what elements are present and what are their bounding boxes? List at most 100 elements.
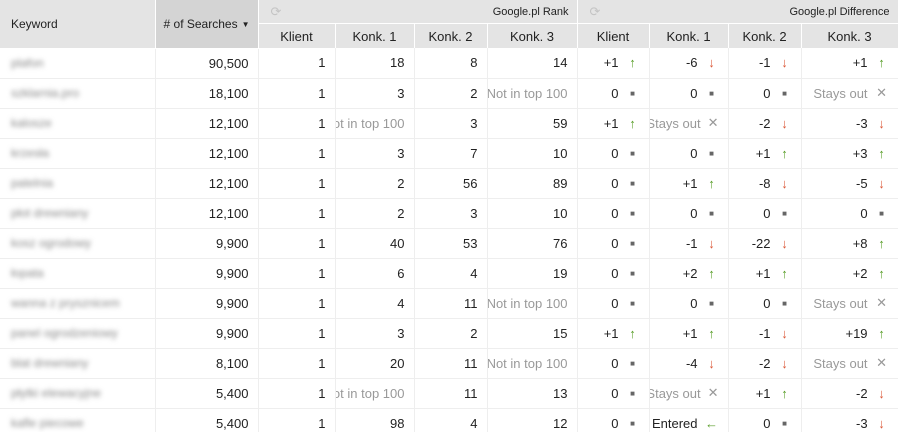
keyword-cell[interactable]: łopata bbox=[0, 258, 156, 289]
rank-value: 8 bbox=[470, 55, 478, 71]
diff-cell: +8 ↑ bbox=[801, 228, 898, 259]
table-row[interactable]: kafle piecowe 5,400 1 98 4 12 0 ■ Entered ← 0 ■ -3 ↓ bbox=[0, 408, 898, 432]
diff-value: -2 bbox=[758, 355, 771, 371]
rank-value: 14 bbox=[553, 55, 568, 71]
stays-out-icon: ✕ bbox=[876, 355, 887, 370]
table-row[interactable]: panel ogrodzeniowy 9,900 1 3 2 15 +1 ↑ +1 ↑ -1 ↓ +19… bbox=[0, 318, 898, 349]
diff-cell: -1 ↓ bbox=[728, 318, 802, 349]
table-row[interactable]: płot drewniany 12,100 1 2 3 10 0 ■ 0 ■ 0 ■ 0 ■ bbox=[0, 198, 898, 229]
rank-value: 56 bbox=[463, 175, 478, 191]
diff-value: 0 bbox=[611, 145, 619, 161]
table-row[interactable]: szklarnia.pro 18,100 1 3 2 Not in top 100 0 ■ 0 ■… bbox=[0, 78, 898, 109]
table-row[interactable]: plafon 90,500 1 18 8 14 +1 ↑ -6 ↓ -1 ↓ +1 ↑ bbox=[0, 48, 898, 79]
diff-value: 0 bbox=[611, 415, 619, 431]
arrow-up-icon: ↑ bbox=[878, 235, 885, 251]
diff-group-label: Google.pl Difference bbox=[789, 5, 890, 18]
arrow-up-icon: ↑ bbox=[708, 325, 715, 341]
arrow-up-icon: ↑ bbox=[781, 385, 788, 401]
keyword-cell[interactable]: kafle piecowe bbox=[0, 408, 156, 432]
rank-cell: Not in top 100 bbox=[335, 378, 415, 409]
rank-cell: 53 bbox=[414, 228, 488, 259]
table-row[interactable]: łopata 9,900 1 6 4 19 0 ■ +2 ↑ +1 ↑ +2 ↑ bbox=[0, 258, 898, 289]
diff-cell: 0 ■ bbox=[577, 138, 650, 169]
keyword-header[interactable]: Keyword bbox=[0, 0, 156, 49]
rank-col-header[interactable]: Klient bbox=[258, 23, 336, 48]
keyword-text: szklarnia.pro bbox=[11, 86, 80, 100]
keyword-cell[interactable]: kalosze bbox=[0, 108, 156, 139]
arrow-down-icon: ↓ bbox=[781, 325, 788, 341]
arrow-up-icon: ↑ bbox=[629, 55, 636, 71]
keyword-text: plafon bbox=[11, 56, 44, 70]
diff-col-header[interactable]: Konk. 2 bbox=[728, 23, 802, 48]
diff-cell: Stays out ✕ bbox=[801, 288, 898, 319]
diff-value: Stays out bbox=[813, 355, 868, 371]
diff-col-header[interactable]: Konk. 3 bbox=[801, 23, 898, 48]
rank-value: 4 bbox=[397, 295, 405, 311]
rank-cell: Not in top 100 bbox=[487, 78, 578, 109]
keyword-cell[interactable]: kosz ogrodowy bbox=[0, 228, 156, 259]
keyword-cell[interactable]: panel ogrodzeniowy bbox=[0, 318, 156, 349]
diff-cell: 0 ■ bbox=[649, 198, 729, 229]
arrow-down-icon: ↓ bbox=[708, 355, 715, 371]
rank-cell: 89 bbox=[487, 168, 578, 199]
diff-value: 0 bbox=[763, 295, 771, 311]
diff-value: -3 bbox=[855, 115, 868, 131]
diff-cell: +2 ↑ bbox=[801, 258, 898, 289]
keyword-cell[interactable]: krzesła bbox=[0, 138, 156, 169]
keyword-cell[interactable]: patelnia bbox=[0, 168, 156, 199]
table-row[interactable]: kosz ogrodowy 9,900 1 40 53 76 0 ■ -1 ↓ -22 ↓ +8 ↑ bbox=[0, 228, 898, 259]
rank-value: 89 bbox=[553, 175, 568, 191]
rank-value: 1 bbox=[318, 415, 326, 431]
rank-cell: 56 bbox=[414, 168, 488, 199]
diff-value: -1 bbox=[685, 235, 698, 251]
table-row[interactable]: płytki elewacyjne 5,400 1 Not in top 100 11 1… bbox=[0, 378, 898, 409]
diff-cell: Stays out ✕ bbox=[801, 348, 898, 379]
rank-col-header[interactable]: Konk. 3 bbox=[487, 23, 578, 48]
table-row[interactable]: patelnia 12,100 1 2 56 89 0 ■ +1 ↑ -8 ↓ -5 ↓ bbox=[0, 168, 898, 199]
diff-cell: 0 ■ bbox=[577, 348, 650, 379]
rank-value: 15 bbox=[553, 325, 568, 341]
refresh-icon[interactable]: ⟳ bbox=[270, 4, 282, 19]
searches-value: 9,900 bbox=[215, 325, 249, 341]
searches-value: 12,100 bbox=[208, 205, 249, 221]
diff-cell: -4 ↓ bbox=[649, 348, 729, 379]
diff-value: +1 bbox=[603, 55, 619, 71]
diff-cell: 0 ■ bbox=[728, 78, 802, 109]
keyword-text: panel ogrodzeniowy bbox=[11, 326, 118, 340]
rank-cell: 15 bbox=[487, 318, 578, 349]
rank-col-header[interactable]: Konk. 2 bbox=[414, 23, 488, 48]
diff-value: -2 bbox=[855, 385, 868, 401]
keyword-text: płytki elewacyjne bbox=[11, 386, 102, 400]
stays-out-icon: ✕ bbox=[707, 115, 719, 130]
rank-value: 6 bbox=[397, 265, 405, 281]
table-row[interactable]: wanna z prysznicem 9,900 1 4 11 Not in top 10… bbox=[0, 288, 898, 319]
searches-header[interactable]: # of Searches ▼ bbox=[155, 0, 259, 49]
refresh-icon[interactable]: ⟳ bbox=[589, 4, 601, 19]
rank-cell: 1 bbox=[258, 108, 336, 139]
diff-value: 0 bbox=[690, 85, 698, 101]
no-change-icon: ■ bbox=[709, 298, 714, 308]
rank-value: 18 bbox=[390, 55, 405, 71]
searches-value: 18,100 bbox=[208, 85, 249, 101]
diff-col-header[interactable]: Klient bbox=[577, 23, 650, 48]
keyword-cell[interactable]: płot drewniany bbox=[0, 198, 156, 229]
keyword-cell[interactable]: płytki elewacyjne bbox=[0, 378, 156, 409]
table-row[interactable]: krzesła 12,100 1 3 7 10 0 ■ 0 ■ +1 ↑ +3 ↑ bbox=[0, 138, 898, 169]
rank-value: 2 bbox=[397, 205, 405, 221]
rank-col-header[interactable]: Konk. 1 bbox=[335, 23, 415, 48]
rank-value: 1 bbox=[318, 115, 326, 131]
keyword-cell[interactable]: wanna z prysznicem bbox=[0, 288, 156, 319]
rank-value: 10 bbox=[553, 145, 568, 161]
table-row[interactable]: kalosze 12,100 1 Not in top 100 3 59 +1 ↑ Stays … bbox=[0, 108, 898, 139]
diff-col-header[interactable]: Konk. 1 bbox=[649, 23, 729, 48]
diff-cell: Stays out ✕ bbox=[649, 108, 729, 139]
searches-cell: 9,900 bbox=[155, 318, 259, 349]
keyword-cell[interactable]: blat drewniany bbox=[0, 348, 156, 379]
keyword-cell[interactable]: plafon bbox=[0, 48, 156, 79]
arrow-up-icon: ↑ bbox=[878, 55, 885, 71]
table-row[interactable]: blat drewniany 8,100 1 20 11 Not in top 100 0 ■… bbox=[0, 348, 898, 379]
no-change-icon: ■ bbox=[630, 418, 635, 428]
keyword-cell[interactable]: szklarnia.pro bbox=[0, 78, 156, 109]
rank-value: 1 bbox=[318, 85, 326, 101]
arrow-down-icon: ↓ bbox=[878, 415, 885, 431]
